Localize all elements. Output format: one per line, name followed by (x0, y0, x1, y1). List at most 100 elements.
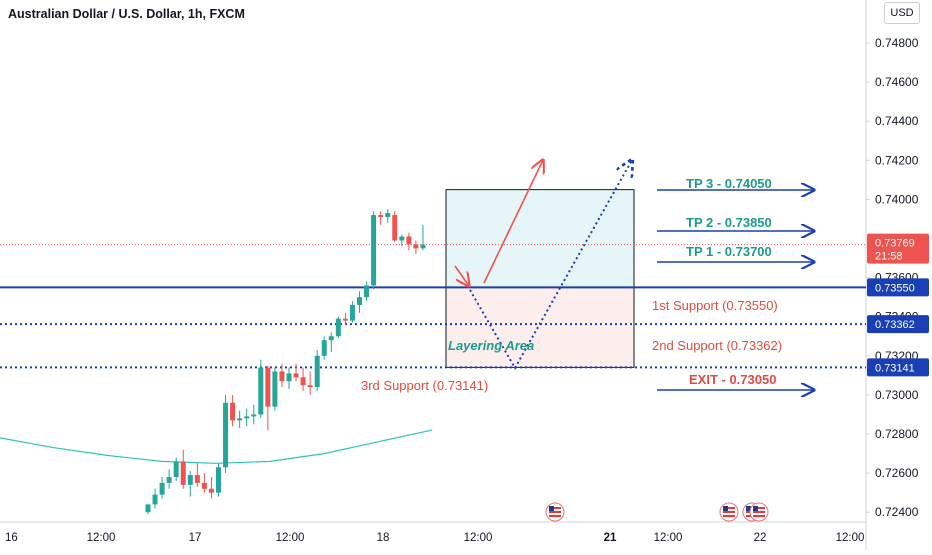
events-layer (545, 502, 769, 522)
candle-body (371, 215, 377, 286)
time-tick-label: 16 (5, 532, 18, 544)
price-tick-label: 0.72800 (875, 427, 919, 441)
candle-body (194, 475, 200, 483)
price-tick-label: 0.74200 (875, 153, 919, 167)
us-event-icon-stripe (753, 511, 765, 513)
us-event-icon-canton (746, 506, 751, 511)
candle-body (357, 297, 362, 305)
us-event-icon-canton (753, 506, 758, 511)
candle-body (413, 244, 419, 249)
candle-body (349, 304, 355, 321)
candle-body (145, 504, 151, 513)
us-event-icon-canton (723, 506, 728, 511)
time-tick-label: 22 (754, 532, 767, 544)
tp2-label: TP 2 - 0.73850 (686, 215, 772, 230)
us-event-icon-stripe (753, 515, 765, 517)
candle-body (201, 482, 207, 489)
candle-body (392, 215, 398, 241)
candle-body (328, 336, 334, 341)
currency-button[interactable]: USD (884, 2, 920, 24)
rally-arrow (483, 160, 543, 284)
price-tick-label: 0.72400 (875, 505, 919, 519)
candles-layer (145, 209, 426, 515)
time-tick-label: 12:00 (654, 532, 683, 544)
support-3-badge: 0.73141 (875, 362, 915, 374)
candle-body (258, 367, 264, 415)
projection-path (469, 160, 632, 371)
time-axis[interactable]: 16 12:00 17 12:00 18 12:00 21 12:00 22 12:00 (5, 532, 864, 544)
candle-body (173, 461, 179, 478)
us-event-icon-canton (549, 506, 554, 511)
chart-title: Australian Dollar / U.S. Dollar, 1h, FXC… (8, 7, 245, 21)
candle-body (406, 236, 412, 245)
countdown-label: 21:58 (875, 251, 903, 263)
us-event-icon-stripe (723, 511, 735, 513)
time-tick-label: 17 (189, 532, 202, 544)
price-tick-label: 0.74600 (875, 75, 919, 89)
candle-body (265, 367, 271, 407)
candle-body (385, 213, 391, 218)
candle-body (187, 475, 193, 485)
candle-body (378, 215, 384, 218)
candle-body (321, 340, 327, 356)
candle-body (251, 414, 257, 417)
level-lines-layer (0, 244, 866, 369)
candle-body (314, 355, 320, 388)
candle-body (230, 402, 236, 421)
time-tick-label: 12:00 (464, 532, 493, 544)
candle-body (342, 318, 348, 321)
entry-drop-arrow (454, 265, 469, 286)
candle-body (300, 377, 306, 386)
annotations-layer: TP 3 - 0.74050 TP 2 - 0.73850 TP 1 - 0.737… (361, 176, 782, 393)
candle-body (166, 477, 172, 483)
price-axis[interactable]: 0.748000.746000.744000.742000.740000.738… (866, 36, 919, 519)
candle-body (286, 373, 292, 382)
price-tick-label: 0.74400 (875, 114, 919, 128)
candle-body (420, 244, 426, 249)
candle-body (223, 402, 229, 468)
support-2-label: 2nd Support (0.73362) (652, 338, 782, 353)
price-tick-label: 0.74000 (875, 192, 919, 206)
trade-boxes-layer (445, 189, 635, 368)
moving-average-line (0, 429, 433, 464)
layering-box (445, 286, 635, 368)
candle-body (293, 373, 299, 378)
candle-body (237, 418, 243, 421)
time-tick-label: 12:00 (276, 532, 305, 544)
price-tick-label: 0.73000 (875, 388, 919, 402)
candle-body (159, 482, 165, 495)
support-1-badge-bg (867, 278, 929, 297)
support-1-label: 1st Support (0.73550) (652, 298, 778, 313)
time-tick-label: 12:00 (836, 532, 865, 544)
candle-body (399, 236, 405, 241)
candle-body (208, 488, 214, 493)
us-event-icon-stripe (549, 507, 561, 509)
us-event-icon-stripe (723, 507, 735, 509)
current-price-badge-bg (867, 233, 929, 264)
target-box (445, 189, 635, 288)
price-tick-label: 0.74800 (875, 36, 919, 50)
candle-body (335, 318, 341, 337)
candle-body (152, 494, 158, 505)
time-tick-label: 12:00 (87, 532, 116, 544)
us-event-icon-stripe (549, 511, 561, 513)
candle-body (307, 385, 313, 388)
current-price-badge: 0.73769 (875, 238, 915, 250)
moving-average-layer (0, 429, 433, 464)
time-tick-label: 21 (604, 532, 617, 544)
support-1-badge: 0.73550 (875, 282, 915, 294)
candle-body (244, 416, 250, 419)
drawings-layer (454, 160, 814, 390)
candle-body (180, 461, 186, 485)
exit-label: EXIT - 0.73050 (689, 372, 776, 387)
price-tick-label: 0.72600 (875, 466, 919, 480)
support-2-badge: 0.73362 (875, 319, 915, 331)
layering-area-label: Layering Area (448, 338, 534, 353)
candle-body (364, 285, 370, 298)
us-event-icon-stripe (753, 507, 765, 509)
support-3-badge-bg (867, 358, 929, 377)
tp1-label: TP 1 - 0.73700 (686, 244, 772, 259)
candle-body (216, 467, 221, 493)
